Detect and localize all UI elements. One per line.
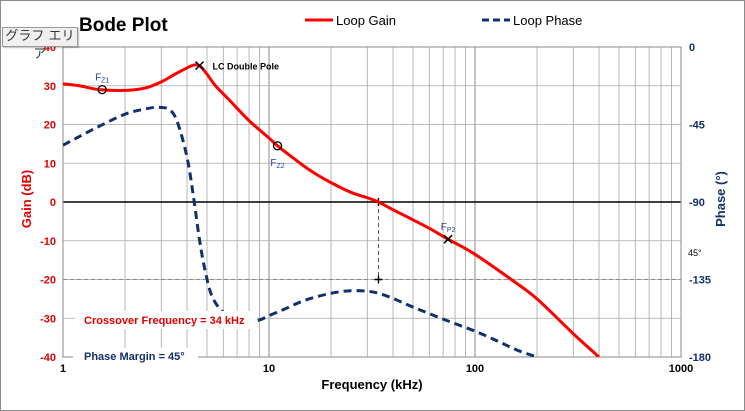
chart-title: Bode Plot <box>79 15 168 36</box>
crossover-annotation-box <box>75 311 257 329</box>
marker-x <box>443 234 453 244</box>
y-tick-right: 0 <box>689 42 695 54</box>
x-tick: 100 <box>466 363 484 375</box>
x-tick: 10 <box>263 363 275 375</box>
crossover-phase-mark <box>374 275 383 284</box>
x-axis-title: Frequency (kHz) <box>321 377 422 392</box>
y-tick-left: 30 <box>44 81 56 93</box>
crossover-annotation: Crossover Frequency = 34 kHz <box>84 315 245 327</box>
y-tick-right: -135 <box>689 275 711 287</box>
y-tick-left: -30 <box>40 313 56 325</box>
y-tick-left: 10 <box>44 158 56 170</box>
phase-margin-annotation: Phase Margin = 45° <box>84 351 185 363</box>
x-tick: 1000 <box>669 363 693 375</box>
plot-border <box>62 46 682 358</box>
y-tick-right: -90 <box>689 197 705 209</box>
marker-circle <box>97 84 107 95</box>
margin-angle-label: 45° <box>688 248 702 258</box>
y-tick-right: -180 <box>689 352 711 364</box>
marker-label-subscript: P2 <box>447 227 456 234</box>
marker-label-subscript: Z1 <box>101 78 109 85</box>
y-axis-left-title: Gain (dB) <box>19 170 34 229</box>
y-axis-right-title: Phase (°) <box>713 171 728 227</box>
grid <box>62 46 682 358</box>
phase-margin-box <box>73 348 198 363</box>
right-axis-ticks: 0 -45 -90 -135 -180 <box>689 42 711 364</box>
y-tick-left: -40 <box>40 352 56 364</box>
legend-gain-label: Loop Gain <box>336 13 396 28</box>
marker-circle <box>272 141 283 151</box>
marker-label-subscript: Z2 <box>276 163 284 170</box>
legend-phase-label: Loop Phase <box>513 13 582 28</box>
marker-label: LC Double Pole <box>213 62 280 72</box>
x-tick: 1 <box>60 363 66 375</box>
chart-area-tooltip: グラフ エリア <box>2 27 78 62</box>
y-tick-left: -20 <box>40 275 56 287</box>
x-axis-ticks: 1 10 100 1000 <box>60 363 693 375</box>
marker-x <box>194 61 205 71</box>
y-tick-left: 0 <box>50 197 56 209</box>
y-tick-left: 20 <box>44 120 56 132</box>
y-tick-left: -10 <box>40 236 56 248</box>
y-tick-right: -45 <box>689 120 705 132</box>
